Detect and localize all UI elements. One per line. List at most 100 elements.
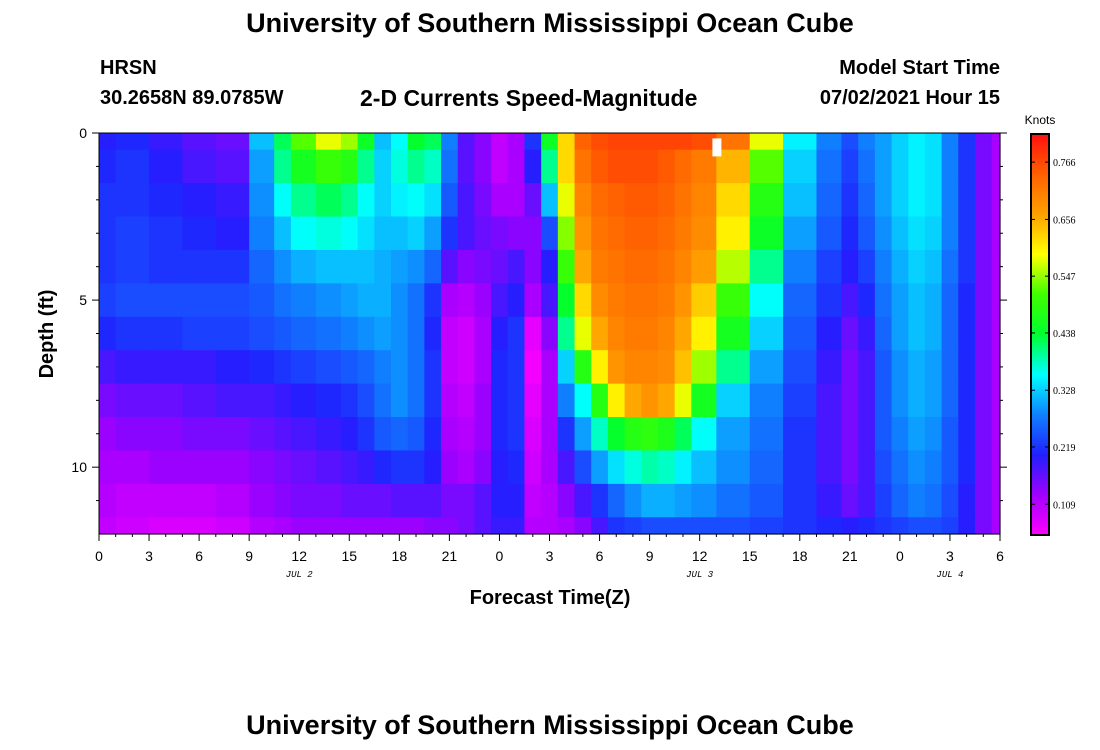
heatmap-cell	[591, 383, 609, 418]
heatmap-cell	[541, 133, 559, 151]
heatmap-cell	[716, 149, 751, 184]
heatmap-cell	[290, 383, 317, 418]
heatmap-cell	[749, 133, 784, 151]
heatmap-cell	[908, 133, 926, 151]
heatmap-cell	[816, 450, 843, 485]
heatmap-cell	[290, 517, 317, 535]
heatmap-cell	[991, 483, 1001, 518]
heatmap-cell	[441, 249, 459, 284]
heatmap-cell	[182, 450, 217, 485]
heatmap-cell	[991, 517, 1001, 535]
heatmap-cell	[249, 316, 275, 351]
heatmap-cell	[841, 316, 859, 351]
plot-title: 2-D Currents Speed-Magnitude	[360, 85, 698, 111]
heatmap-cell	[816, 249, 843, 284]
heatmap-cell	[115, 483, 150, 518]
heatmap-cell	[924, 133, 943, 151]
heatmap-cell	[858, 216, 876, 251]
heatmap-cell	[624, 383, 642, 418]
heatmap-cell	[908, 249, 926, 284]
heatmap-cell	[841, 216, 859, 251]
heatmap-cell	[390, 216, 409, 251]
y-axis-title: Depth (ft)	[36, 290, 58, 379]
x-tick-label: 12	[291, 548, 307, 564]
heatmap-cell	[591, 133, 609, 151]
heatmap-cell	[858, 316, 876, 351]
heatmap-cell	[407, 216, 425, 251]
heatmap-cell	[424, 350, 442, 385]
heatmap-cell	[507, 149, 526, 184]
heatmap-cell	[924, 483, 943, 518]
heatmap-cell	[641, 450, 659, 485]
heatmap-cell	[591, 216, 609, 251]
heatmap-cell	[941, 283, 959, 318]
heatmap-cell	[374, 517, 392, 535]
heatmap-cell	[424, 149, 442, 184]
x-tick-label: 3	[546, 548, 554, 564]
heatmap-cell	[591, 483, 609, 518]
heatmap-cell	[274, 350, 292, 385]
heatmap-cell	[974, 450, 993, 485]
heatmap-cell	[941, 249, 959, 284]
heatmap-cell	[891, 149, 909, 184]
heatmap-cell	[783, 517, 818, 535]
heatmap-cell	[407, 283, 425, 318]
heatmap-cell	[641, 249, 659, 284]
heatmap-cell	[441, 183, 459, 218]
heatmap-cell	[215, 483, 250, 518]
heatmap-cell	[340, 249, 359, 284]
colorbar-tick-label: 0.109	[1053, 500, 1076, 511]
heatmap-cell	[274, 517, 292, 535]
heatmap-cell	[541, 417, 559, 452]
heatmap-cell	[474, 283, 492, 318]
heatmap-cell	[491, 316, 509, 351]
heatmap-cell	[674, 483, 692, 518]
heatmap-cell	[507, 183, 526, 218]
heatmap-cell	[991, 149, 1001, 184]
heatmap-cell	[374, 183, 392, 218]
heatmap-cell	[858, 249, 876, 284]
heatmap-cell	[607, 249, 626, 284]
heatmap-cell	[974, 350, 993, 385]
heatmap-cell	[749, 183, 784, 218]
colorbar: Knots 0.109 0.219 0.328 0.438 0.547 0.656 0.766	[1025, 113, 1076, 536]
heatmap-cell	[149, 450, 184, 485]
heatmap-cell	[290, 350, 317, 385]
heatmap-cell	[749, 417, 784, 452]
heatmap-cell	[99, 450, 117, 485]
heatmap-cell	[407, 450, 425, 485]
heatmap-cell	[115, 517, 150, 535]
heatmap-cell	[691, 316, 717, 351]
heatmap-cell	[574, 483, 592, 518]
heatmap-cell	[657, 149, 676, 184]
heatmap-cell	[991, 133, 1001, 151]
heatmap-cell	[874, 133, 893, 151]
x-tick-label: 6	[996, 548, 1004, 564]
heatmap-cell	[524, 383, 542, 418]
heatmap-cell	[99, 249, 117, 284]
heatmap-cell	[374, 417, 392, 452]
x-tick-label: 18	[392, 548, 408, 564]
heatmap-cell	[390, 133, 409, 151]
y-tick-label: 10	[71, 459, 87, 475]
heatmap-cell	[641, 283, 659, 318]
heatmap-cell	[249, 149, 275, 184]
heatmap-cell	[858, 183, 876, 218]
heatmap-cell	[507, 483, 526, 518]
heatmap-cell	[858, 483, 876, 518]
heatmap-cell	[908, 517, 926, 535]
heatmap-cell	[182, 483, 217, 518]
heatmap-cell	[941, 450, 959, 485]
heatmap-cell	[924, 316, 943, 351]
heatmap-cell	[574, 216, 592, 251]
heatmap-cell	[357, 283, 375, 318]
heatmap-cell	[457, 450, 476, 485]
heatmap-cell	[249, 216, 275, 251]
heatmap-cell	[657, 383, 676, 418]
heatmap-cell	[749, 483, 784, 518]
heatmap-cell	[624, 483, 642, 518]
heatmap-cell	[716, 483, 751, 518]
heatmap-cell	[674, 383, 692, 418]
heatmap-cell	[924, 283, 943, 318]
heatmap-cell	[891, 350, 909, 385]
